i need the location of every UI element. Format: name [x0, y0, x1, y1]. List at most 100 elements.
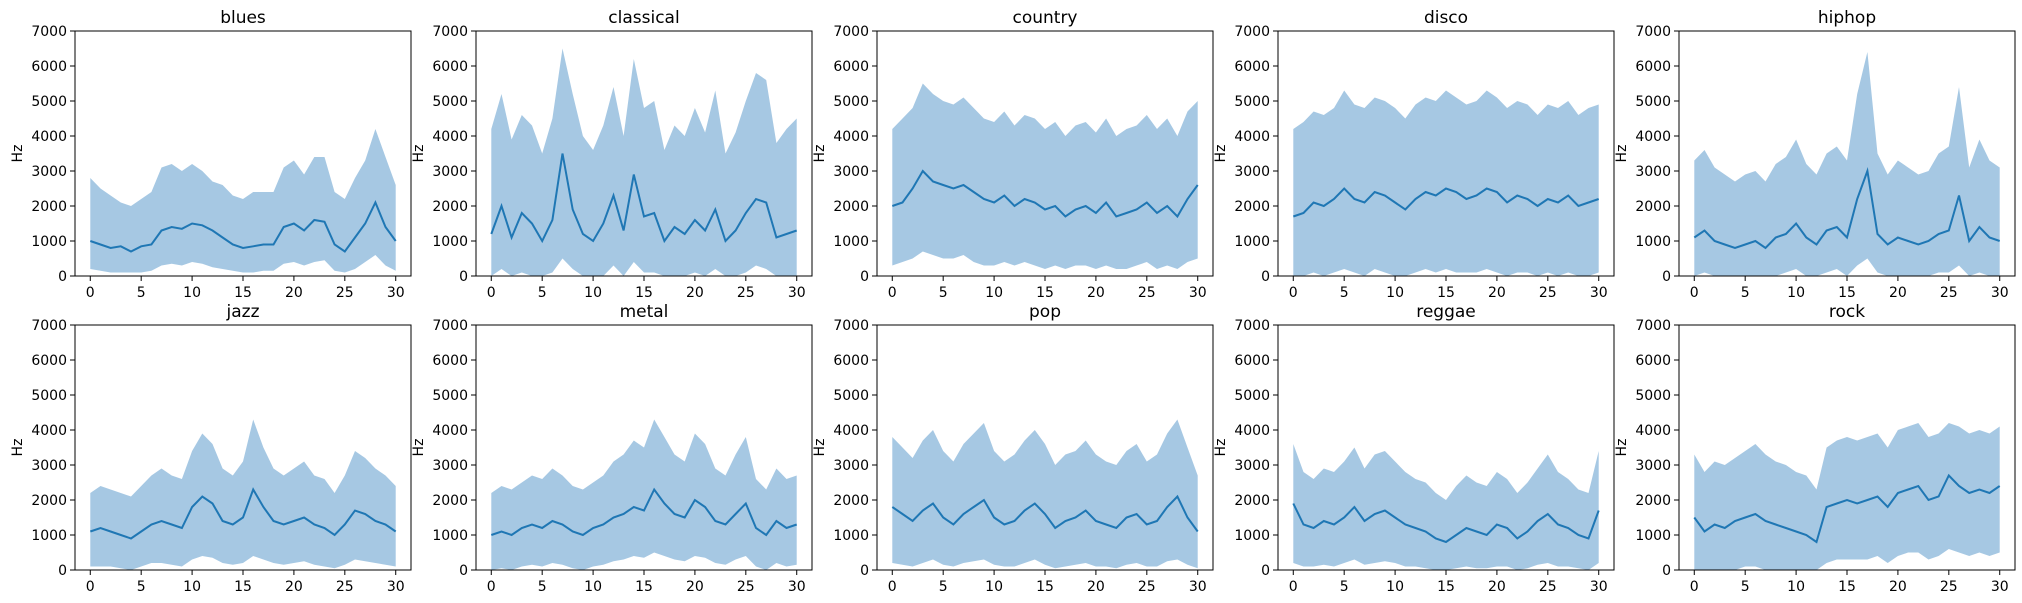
y-tick-label: 6000 — [833, 59, 869, 75]
mean-line-reggae — [1292, 503, 1600, 544]
panel-title: pop — [1029, 302, 1061, 322]
x-tick-label: 20 — [1488, 579, 1506, 595]
panel-country: 0 1000 2000 3000 4000 5000 6000 7000 0 5 10 15 20 25 3… — [812, 8, 1214, 301]
y-tick-label: 4000 — [1234, 129, 1270, 145]
x-tick-label: 20 — [1488, 285, 1506, 301]
y-tick-label: 3000 — [833, 458, 869, 474]
x-tick-label: 20 — [1087, 285, 1105, 301]
y-axis-label: Hz — [411, 439, 427, 457]
y-tick-label: 4000 — [833, 423, 869, 439]
x-tick-label: 30 — [1189, 285, 1207, 301]
y-tick-label: 2000 — [1635, 199, 1671, 215]
y-tick-label: 3000 — [1234, 164, 1270, 180]
y-tick-label: 1000 — [31, 234, 67, 250]
x-tick-label: 20 — [686, 285, 704, 301]
x-tick-label: 30 — [1991, 579, 2009, 595]
y-tick-label: 1000 — [1635, 528, 1671, 544]
x-tick-label: 0 — [1289, 285, 1298, 301]
x-tick-label: 10 — [985, 285, 1003, 301]
y-tick-label: 4000 — [432, 129, 468, 145]
y-tick-label: 7000 — [31, 24, 67, 40]
y-tick-label: 1000 — [1635, 234, 1671, 250]
x-tick-label: 10 — [1787, 579, 1805, 595]
x-tick-label: 10 — [183, 579, 201, 595]
x-tick-label: 10 — [1386, 285, 1404, 301]
y-tick-label: 3000 — [1635, 458, 1671, 474]
y-tick-label: 1000 — [31, 528, 67, 544]
x-tick-label: 0 — [1690, 285, 1699, 301]
x-tick-label: 10 — [985, 579, 1003, 595]
mean-line-pop — [891, 494, 1199, 533]
x-tick-label: 10 — [584, 579, 602, 595]
y-tick-label: 2000 — [833, 199, 869, 215]
y-tick-label: 2000 — [31, 493, 67, 509]
y-tick-label: 1000 — [432, 234, 468, 250]
x-tick-label: 0 — [86, 285, 95, 301]
y-tick-label: 2000 — [833, 493, 869, 509]
x-tick-label: 15 — [1036, 579, 1054, 595]
x-tick-label: 25 — [336, 579, 354, 595]
x-tick-label: 5 — [939, 579, 948, 595]
y-axis-label: Hz — [411, 145, 427, 163]
std-band-disco — [1293, 90, 1599, 276]
mean-line-metal — [490, 487, 798, 537]
y-tick-label: 2000 — [1234, 493, 1270, 509]
panel-title: country — [1012, 8, 1077, 28]
std-band-jazz — [90, 419, 396, 570]
x-tick-label: 0 — [888, 579, 897, 595]
x-tick-label: 15 — [1838, 285, 1856, 301]
x-tick-label: 30 — [1590, 579, 1608, 595]
x-tick-label: 30 — [1189, 579, 1207, 595]
x-tick-label: 0 — [86, 579, 95, 595]
panel-title: disco — [1424, 8, 1468, 28]
y-tick-label: 5000 — [1234, 94, 1270, 110]
x-tick-label: 30 — [1590, 285, 1608, 301]
panel-title: blues — [220, 8, 266, 28]
y-tick-label: 4000 — [31, 423, 67, 439]
y-tick-label: 7000 — [1635, 24, 1671, 40]
x-tick-label: 10 — [584, 285, 602, 301]
mean-line-jazz — [89, 487, 397, 540]
x-tick-label: 10 — [1386, 579, 1404, 595]
std-band-reggae — [1293, 444, 1599, 570]
y-tick-label: 3000 — [833, 164, 869, 180]
y-tick-label: 1000 — [432, 528, 468, 544]
panel-disco: 0 1000 2000 3000 4000 5000 6000 7000 0 5 10 15 20 25 3… — [1213, 8, 1615, 301]
y-axis-label: Hz — [10, 439, 26, 457]
x-tick-label: 5 — [1340, 285, 1349, 301]
y-tick-label: 7000 — [432, 24, 468, 40]
y-tick-label: 6000 — [31, 59, 67, 75]
x-tick-label: 25 — [737, 579, 755, 595]
y-tick-label: 2000 — [432, 493, 468, 509]
y-axis-label: Hz — [812, 439, 828, 457]
y-tick-label: 3000 — [1635, 164, 1671, 180]
y-tick-label: 2000 — [1635, 493, 1671, 509]
panel-jazz: 0 1000 2000 3000 4000 5000 6000 7000 0 5 10 15 20 25 3… — [10, 302, 412, 595]
y-tick-label: 6000 — [1635, 353, 1671, 369]
y-tick-label: 2000 — [1234, 199, 1270, 215]
x-tick-label: 25 — [1539, 285, 1557, 301]
std-band-hiphop — [1694, 52, 2000, 276]
panel-metal: 0 1000 2000 3000 4000 5000 6000 7000 0 5 10 15 20 25 3… — [411, 302, 813, 595]
y-tick-label: 7000 — [1234, 318, 1270, 334]
y-tick-label: 6000 — [1234, 59, 1270, 75]
y-tick-label: 5000 — [1234, 388, 1270, 404]
mean-line-country — [891, 169, 1199, 219]
x-tick-label: 30 — [387, 579, 405, 595]
x-tick-label: 10 — [1787, 285, 1805, 301]
y-tick-label: 3000 — [432, 458, 468, 474]
y-tick-label: 6000 — [432, 353, 468, 369]
x-tick-label: 20 — [285, 579, 303, 595]
y-tick-label: 4000 — [432, 423, 468, 439]
y-tick-label: 0 — [459, 563, 468, 579]
y-tick-label: 5000 — [432, 388, 468, 404]
x-tick-label: 25 — [1539, 579, 1557, 595]
x-tick-label: 25 — [336, 285, 354, 301]
x-tick-label: 15 — [1437, 285, 1455, 301]
mean-line-hiphop — [1693, 167, 2001, 250]
x-tick-label: 20 — [1087, 579, 1105, 595]
x-tick-label: 5 — [538, 285, 547, 301]
y-tick-label: 5000 — [833, 388, 869, 404]
y-axis-label: Hz — [1614, 439, 1630, 457]
